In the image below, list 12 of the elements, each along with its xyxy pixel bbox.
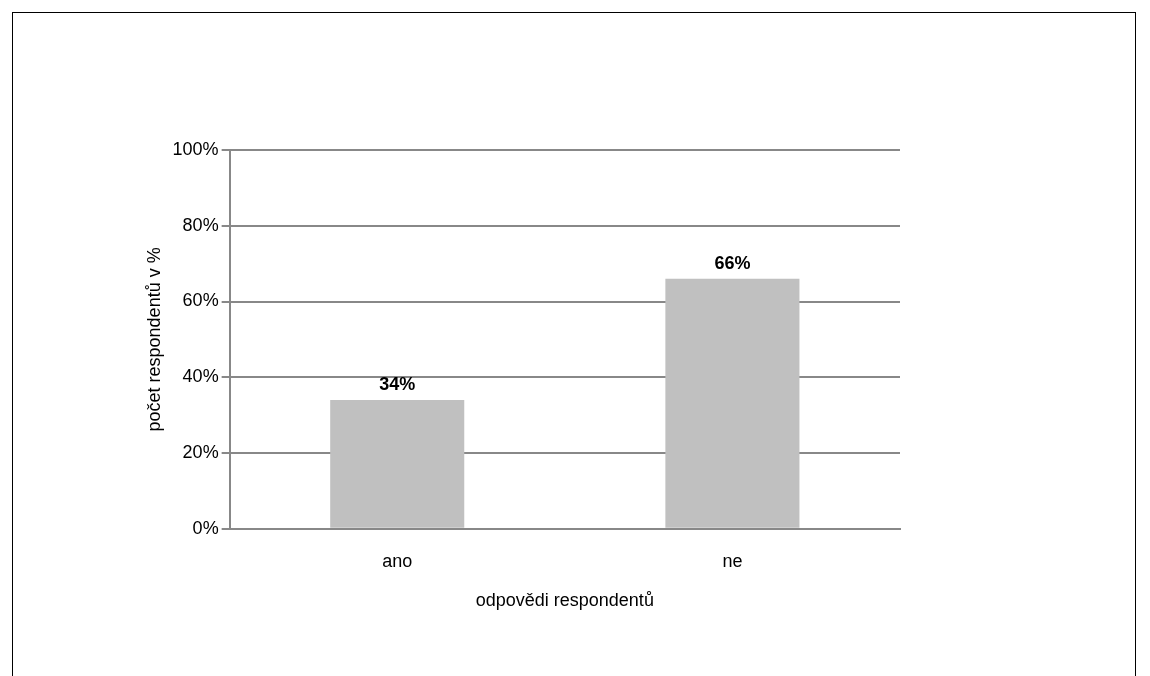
y-tick-label: 100% — [172, 138, 219, 159]
y-tick-label: 60% — [182, 290, 219, 311]
data-label: 34% — [379, 373, 416, 394]
x-tick-label: ano — [382, 550, 413, 571]
y-tick-label: 20% — [182, 442, 219, 463]
y-tick-label: 40% — [182, 366, 219, 387]
x-axis-title: odpovědi respondentů — [475, 590, 654, 611]
y-axis-title: počet respondentů v % — [143, 247, 164, 432]
y-tick-label: 0% — [192, 517, 219, 538]
y-tick-label: 80% — [182, 214, 219, 235]
data-label: 66% — [714, 252, 751, 273]
x-tick-label: ne — [722, 550, 743, 571]
